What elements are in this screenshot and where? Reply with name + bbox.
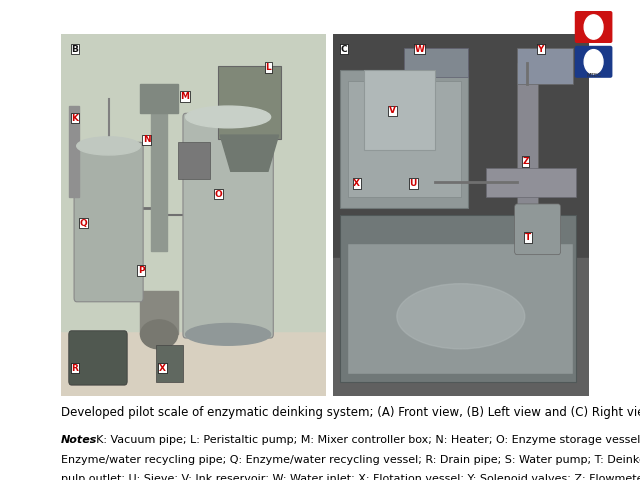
Text: X: X bbox=[159, 364, 166, 372]
Text: K: K bbox=[72, 114, 79, 122]
Text: Z: Z bbox=[522, 157, 529, 166]
Bar bbox=[486, 168, 576, 197]
Text: R: R bbox=[72, 364, 78, 372]
Text: W: W bbox=[415, 45, 424, 54]
Text: P: P bbox=[138, 266, 145, 275]
Text: MTEC: MTEC bbox=[586, 73, 601, 78]
Text: X: X bbox=[353, 179, 360, 188]
Text: U: U bbox=[410, 179, 417, 188]
Text: : K: Vacuum pipe; L: Peristaltic pump; M: Mixer controller box; N: Heater; O: En: : K: Vacuum pipe; L: Peristaltic pump; M… bbox=[89, 435, 640, 445]
Text: V: V bbox=[389, 107, 396, 115]
Text: C: C bbox=[340, 45, 347, 54]
FancyBboxPatch shape bbox=[575, 11, 612, 43]
Bar bbox=[61, 34, 326, 331]
Bar bbox=[141, 84, 178, 113]
Bar bbox=[141, 291, 178, 335]
FancyBboxPatch shape bbox=[68, 331, 127, 385]
Text: O: O bbox=[215, 190, 223, 199]
Bar bbox=[68, 106, 79, 197]
Bar bbox=[348, 81, 461, 197]
Bar bbox=[333, 258, 589, 396]
Ellipse shape bbox=[141, 320, 178, 349]
FancyBboxPatch shape bbox=[515, 204, 561, 255]
Text: L: L bbox=[266, 63, 271, 72]
Ellipse shape bbox=[186, 324, 271, 345]
Ellipse shape bbox=[397, 284, 525, 349]
FancyBboxPatch shape bbox=[183, 113, 273, 338]
FancyBboxPatch shape bbox=[575, 46, 612, 78]
Text: Q: Q bbox=[79, 219, 87, 228]
Ellipse shape bbox=[77, 137, 141, 155]
Text: pulp outlet; U: Sieve; V: Ink reservoir; W: Water inlet; X: Flotation vessel; Y:: pulp outlet; U: Sieve; V: Ink reservoir;… bbox=[61, 474, 640, 480]
FancyBboxPatch shape bbox=[74, 143, 143, 302]
Bar bbox=[404, 48, 468, 77]
Text: Notes: Notes bbox=[61, 435, 97, 445]
Bar bbox=[340, 70, 468, 207]
Bar bbox=[151, 99, 167, 251]
Bar bbox=[156, 345, 183, 382]
Polygon shape bbox=[220, 135, 278, 171]
Bar bbox=[517, 48, 573, 84]
FancyBboxPatch shape bbox=[218, 66, 281, 139]
Text: N: N bbox=[143, 135, 151, 144]
Ellipse shape bbox=[584, 49, 603, 74]
Text: B: B bbox=[72, 45, 78, 54]
Text: Y: Y bbox=[538, 45, 544, 54]
Text: M: M bbox=[180, 92, 189, 101]
Text: Enzyme/water recycling pipe; Q: Enzyme/water recycling vessel; R: Drain pipe; S:: Enzyme/water recycling pipe; Q: Enzyme/w… bbox=[61, 455, 640, 465]
Ellipse shape bbox=[186, 106, 271, 128]
Bar bbox=[517, 62, 538, 244]
Bar bbox=[348, 244, 573, 374]
Bar bbox=[61, 331, 326, 396]
Text: T: T bbox=[525, 233, 531, 242]
Ellipse shape bbox=[584, 15, 603, 39]
Bar bbox=[178, 143, 209, 179]
Bar bbox=[364, 70, 435, 150]
Text: Developed pilot scale of enzymatic deinking system; (A) Front view, (B) Left vie: Developed pilot scale of enzymatic deink… bbox=[61, 406, 640, 419]
Bar bbox=[340, 215, 576, 382]
